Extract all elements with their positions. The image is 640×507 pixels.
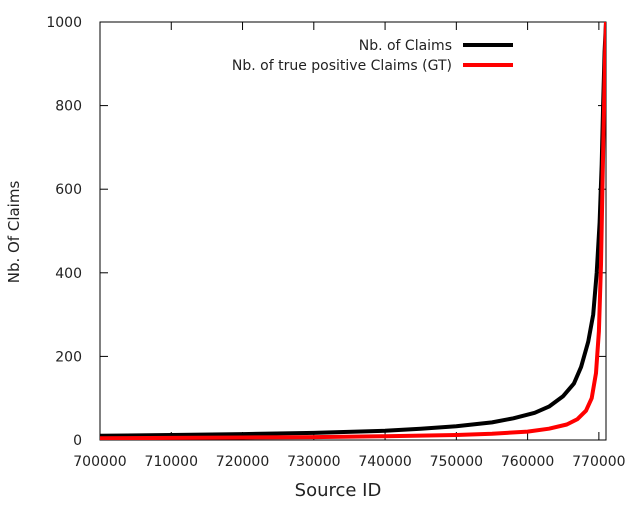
y-tick-label: 600 bbox=[55, 182, 82, 198]
y-tick-label: 1000 bbox=[46, 15, 82, 31]
plot-frame bbox=[99, 21, 607, 441]
series-line-1 bbox=[100, 22, 606, 438]
legend: Nb. of Claims Nb. of true positive Claims… bbox=[232, 38, 513, 74]
axes bbox=[99, 21, 607, 441]
x-tick-label: 730000 bbox=[287, 454, 340, 470]
tick-labels: 700000 710000 720000 730000 740000 750000 7600… bbox=[46, 15, 625, 470]
x-axis-title: Source ID bbox=[295, 480, 382, 501]
y-axis-title: Nb. Of Claims bbox=[5, 181, 23, 284]
x-tick-label: 710000 bbox=[145, 454, 198, 470]
x-tick-label: 760000 bbox=[501, 454, 554, 470]
y-tick-label: 200 bbox=[55, 349, 82, 365]
x-tick-label: 700000 bbox=[73, 454, 126, 470]
y-tick-label: 0 bbox=[73, 433, 82, 449]
x-tick-label: 750000 bbox=[430, 454, 483, 470]
y-tick-label: 800 bbox=[55, 99, 82, 115]
x-tick-label: 770000 bbox=[572, 454, 625, 470]
legend-label-2: Nb. of true positive Claims (GT) bbox=[232, 58, 452, 74]
series-line-2 bbox=[100, 22, 606, 440]
y-tick-label: 400 bbox=[55, 266, 82, 282]
x-tick-label: 740000 bbox=[358, 454, 411, 470]
series-lines bbox=[100, 22, 606, 440]
legend-label-1: Nb. of Claims bbox=[359, 38, 452, 54]
x-tick-label: 720000 bbox=[216, 454, 269, 470]
